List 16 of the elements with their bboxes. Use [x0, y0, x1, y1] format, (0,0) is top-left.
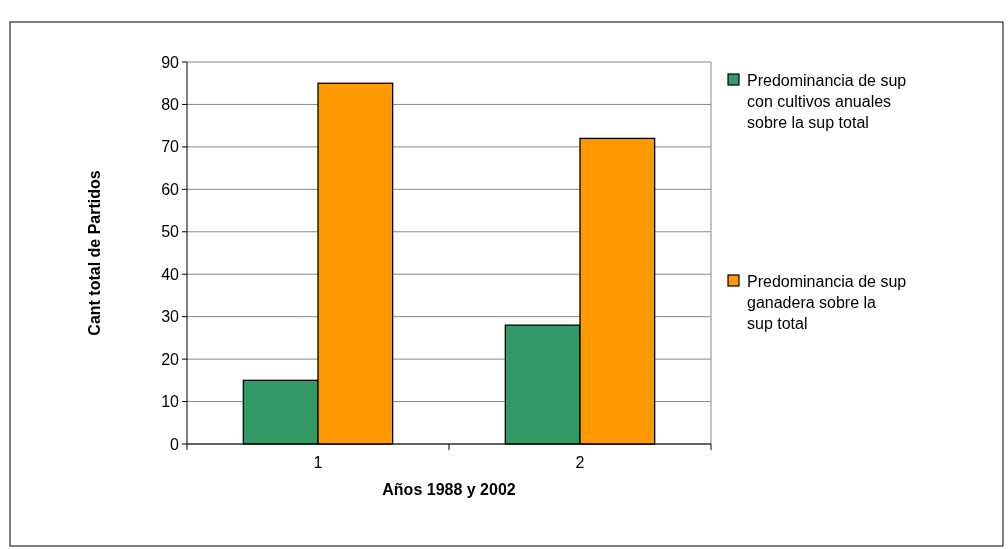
y-tick-label: 10	[161, 393, 180, 411]
x-tick-label: 2	[575, 454, 585, 471]
y-tick-label: 90	[161, 53, 180, 71]
y-tick-label: 60	[161, 180, 180, 198]
y-tick-label: 80	[161, 96, 180, 114]
y-tick-label: 30	[161, 308, 180, 326]
legend-label: Predominancia de sup con cultivos anuales sobre la sup total	[747, 71, 907, 131]
y-tick-label: 50	[161, 223, 180, 241]
y-tick-label: 20	[161, 350, 180, 368]
x-tick-label: 1	[313, 454, 323, 471]
y-tick-label: 40	[161, 265, 180, 283]
legend-label: Predominancia de sup ganadera sobre la sup total	[747, 272, 907, 332]
y-tick-label: 70	[161, 138, 180, 156]
x-axis-title: Años 1988 y 2002	[382, 481, 516, 498]
y-tick-label: 0	[170, 435, 180, 453]
y-axis-title: Cant total de Partidos	[86, 170, 103, 336]
